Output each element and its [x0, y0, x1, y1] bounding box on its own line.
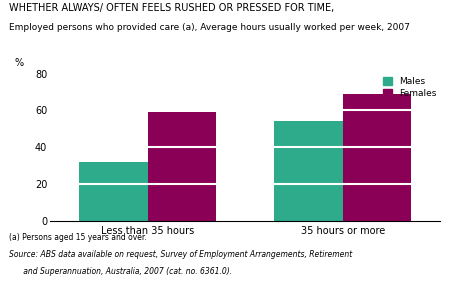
Text: Employed persons who provided care (a), Average hours usually worked per week, 2: Employed persons who provided care (a), … — [9, 23, 410, 32]
Legend: Males, Females: Males, Females — [380, 74, 440, 102]
Bar — [79, 162, 148, 221]
Text: and Superannuation, Australia, 2007 (cat. no. 6361.0).: and Superannuation, Australia, 2007 (cat… — [9, 267, 232, 276]
Text: (a) Persons aged 15 years and over.: (a) Persons aged 15 years and over. — [9, 233, 147, 243]
Bar — [343, 94, 411, 221]
Text: Source: ABS data available on request, Survey of Employment Arrangements, Retire: Source: ABS data available on request, S… — [9, 250, 352, 260]
Bar — [148, 112, 216, 221]
Text: WHETHER ALWAYS/ OFTEN FEELS RUSHED OR PRESSED FOR TIME,: WHETHER ALWAYS/ OFTEN FEELS RUSHED OR PR… — [9, 3, 334, 13]
Text: %: % — [15, 58, 24, 68]
Bar — [274, 121, 343, 221]
